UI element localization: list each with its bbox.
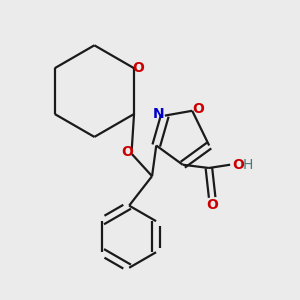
Text: O: O <box>192 103 204 116</box>
Text: O: O <box>206 198 218 212</box>
Text: H: H <box>242 158 253 172</box>
Text: O: O <box>122 145 134 159</box>
Text: N: N <box>153 107 165 121</box>
Text: O: O <box>232 158 244 172</box>
Text: O: O <box>132 61 144 75</box>
